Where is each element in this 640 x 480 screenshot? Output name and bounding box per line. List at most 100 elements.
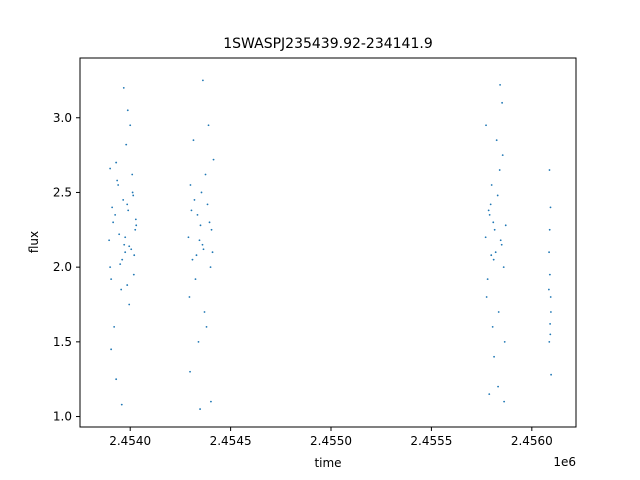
chart-title: 1SWASPJ235439.92-234141.9 (223, 36, 432, 52)
y-tick-label: 2.5 (53, 185, 72, 199)
data-point (129, 124, 132, 127)
data-point (108, 239, 111, 242)
data-point (187, 236, 190, 239)
data-point (122, 86, 125, 89)
data-point (118, 233, 121, 236)
data-point (492, 258, 495, 261)
data-point (124, 236, 127, 239)
data-point (203, 311, 206, 313)
data-point (498, 169, 501, 171)
data-point (548, 169, 551, 171)
data-point (126, 109, 129, 112)
data-point (485, 124, 487, 127)
data-point (124, 251, 127, 254)
data-point (131, 173, 134, 176)
data-point (111, 206, 114, 209)
data-point (549, 296, 552, 298)
data-point (109, 266, 112, 269)
data-point (485, 296, 488, 298)
data-point (547, 288, 550, 291)
data-point (188, 296, 191, 298)
data-point (491, 326, 494, 328)
data-point (199, 408, 201, 410)
data-point (209, 266, 212, 269)
data-point (125, 143, 128, 146)
data-point (132, 273, 135, 276)
data-point (196, 213, 199, 216)
data-point (127, 209, 130, 212)
data-point (501, 154, 504, 157)
data-point (493, 228, 496, 231)
data-point (502, 266, 505, 269)
x-axis-label: time (314, 456, 341, 470)
x-tick-label: 2.4545 (210, 434, 252, 448)
data-point (135, 224, 138, 227)
data-point (110, 348, 113, 351)
data-point (550, 373, 552, 376)
data-point (501, 101, 503, 104)
y-tick-label: 2.0 (53, 260, 72, 274)
data-point (200, 191, 203, 194)
data-point (499, 83, 501, 86)
data-point (120, 403, 123, 406)
data-point (126, 284, 129, 286)
data-point (109, 167, 112, 170)
data-point (119, 263, 122, 266)
data-point (548, 228, 551, 231)
data-point (115, 378, 118, 381)
scatter-points (108, 79, 552, 410)
data-point (490, 254, 493, 257)
x-axis-offset-label: 1e6 (553, 455, 576, 469)
data-point (503, 400, 506, 403)
data-point (500, 243, 503, 246)
data-point (110, 278, 113, 280)
x-tick-label: 2.4540 (109, 434, 151, 448)
y-tick-label: 3.0 (53, 111, 72, 125)
data-point (486, 278, 489, 280)
data-point (128, 245, 131, 248)
y-axis-ticks: 1.0 1.5 2.0 2.5 3.0 (53, 111, 80, 424)
data-point (210, 228, 213, 231)
data-point (134, 228, 137, 231)
data-point (497, 385, 499, 388)
data-point (487, 209, 490, 212)
data-point (548, 273, 551, 276)
data-point (208, 221, 211, 224)
data-point (504, 224, 507, 227)
data-point (202, 79, 204, 82)
data-point (496, 194, 499, 197)
data-point (548, 340, 551, 343)
data-point (488, 213, 491, 216)
data-point (195, 254, 198, 257)
data-point (116, 179, 119, 182)
data-point (493, 355, 495, 358)
data-point (123, 243, 126, 246)
data-point (206, 203, 209, 206)
y-tick-label: 1.0 (53, 410, 72, 424)
data-point (201, 243, 204, 246)
x-tick-label: 2.4555 (410, 434, 452, 448)
data-point (189, 184, 192, 186)
data-point (131, 191, 134, 194)
data-point (495, 139, 498, 142)
data-point (204, 173, 207, 176)
data-point (211, 251, 214, 254)
data-point (126, 203, 129, 206)
data-point (210, 400, 212, 403)
data-point (484, 236, 487, 239)
x-tick-label: 2.4550 (310, 434, 352, 448)
data-point (194, 278, 197, 280)
data-point (117, 184, 120, 186)
data-point (113, 326, 116, 328)
data-point (548, 251, 550, 254)
data-point (550, 311, 552, 313)
data-point (122, 199, 125, 201)
data-point (503, 340, 506, 343)
data-point (120, 288, 123, 291)
data-point (134, 218, 137, 221)
data-point (197, 340, 200, 343)
data-point (549, 206, 552, 209)
data-point (112, 221, 115, 224)
data-point (115, 161, 118, 164)
